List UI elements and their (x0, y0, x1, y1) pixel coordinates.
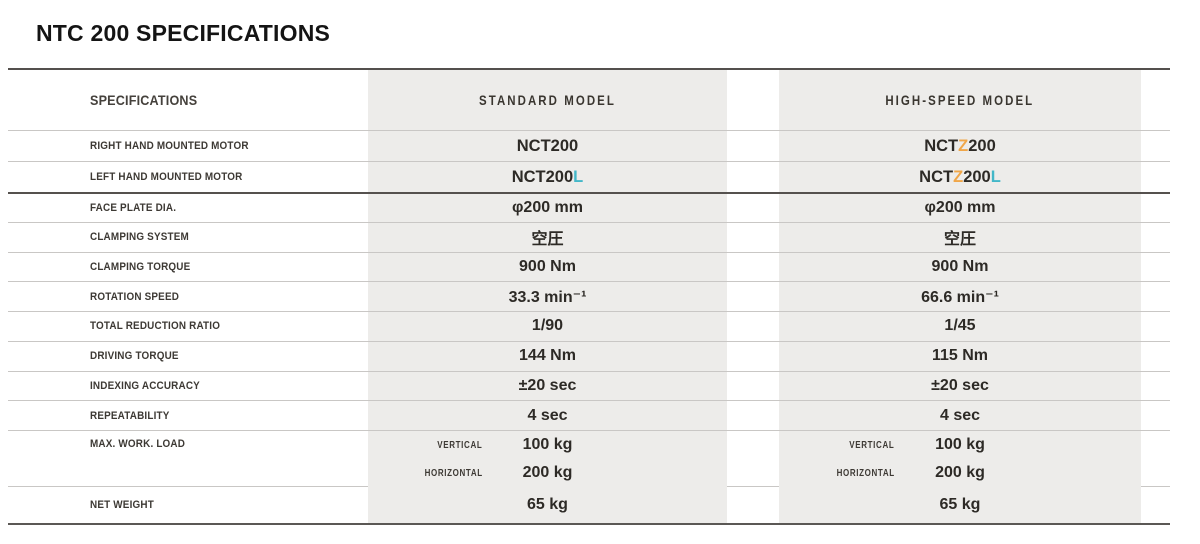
column-gap (727, 253, 779, 282)
right-margin (1141, 194, 1170, 222)
column-gap (727, 194, 779, 222)
table-row-repeatability: REPEATABILITY 4 sec 4 sec (8, 400, 1170, 430)
horizontal-label: HORIZONTAL (836, 467, 895, 479)
standard-value-cell: VERTICAL 100 kg HORIZONTAL 200 kg (368, 431, 727, 487)
vertical-value: 100 kg (935, 436, 985, 453)
row-label: INDEXING ACCURACY (90, 379, 200, 392)
standard-value-cell: 4 sec (368, 401, 727, 430)
row-label: ROTATION SPEED (90, 290, 180, 303)
right-margin (1141, 162, 1170, 192)
standard-value-cell: 65 kg (368, 487, 727, 523)
header-specifications-label: SPECIFICATIONS (90, 92, 198, 108)
row-label: REPEATABILITY (90, 409, 170, 422)
right-margin (1141, 372, 1170, 401)
horizontal-label: HORIZONTAL (424, 467, 483, 479)
right-margin (1141, 223, 1170, 252)
right-margin (1141, 131, 1170, 161)
row-label: MAX. WORK. LOAD (90, 438, 186, 450)
row-label: CLAMPING SYSTEM (90, 231, 189, 244)
column-gap (727, 372, 779, 401)
vertical-label: VERTICAL (437, 439, 483, 451)
model-name: NCTZ200L (919, 167, 1001, 186)
column-gap (727, 312, 779, 341)
right-margin (1141, 342, 1170, 371)
table-row-face-plate-dia: FACE PLATE DIA. φ200 mm φ200 mm (8, 192, 1170, 222)
standard-value-cell: 900 Nm (368, 252, 727, 282)
table-row-indexing-accuracy: INDEXING ACCURACY ±20 sec ±20 sec (8, 370, 1170, 401)
high-speed-value-cell: 4 sec (779, 401, 1141, 430)
right-margin (1141, 70, 1170, 130)
row-label: CLAMPING TORQUE (90, 260, 191, 273)
table-row-max-work-load: MAX. WORK. LOAD VERTICAL 100 kg HORIZONT… (8, 430, 1170, 487)
row-label: DRIVING TORQUE (90, 350, 179, 363)
row-label: NET WEIGHT (90, 499, 154, 511)
right-margin (1141, 487, 1170, 523)
high-speed-value-cell: 1/45 (779, 312, 1141, 341)
standard-value-cell: 空圧 (368, 222, 727, 252)
table-row-net-weight: NET WEIGHT 65 kg 65 kg (8, 486, 1170, 523)
high-speed-value-cell: NCTZ200L (779, 162, 1141, 192)
column-gap (727, 70, 779, 130)
horizontal-value: 200 kg (935, 464, 985, 481)
row-label: RIGHT HAND MOUNTED MOTOR (90, 140, 249, 152)
header-standard-model: STANDARD MODEL (368, 70, 727, 130)
right-margin (1141, 282, 1170, 311)
header-high-speed-model: HIGH-SPEED MODEL (779, 70, 1141, 130)
column-gap (727, 162, 779, 192)
spec-table: SPECIFICATIONS STANDARD MODEL HIGH-SPEED… (8, 68, 1170, 525)
row-label: TOTAL REDUCTION RATIO (90, 320, 221, 333)
high-speed-value-cell: 65 kg (779, 487, 1141, 523)
standard-value-cell: ±20 sec (368, 371, 727, 401)
standard-value-cell: 1/90 (368, 312, 727, 341)
row-label: LEFT HAND MOUNTED MOTOR (90, 171, 243, 183)
high-speed-value-cell: NCTNCTZ200 (779, 131, 1141, 161)
table-row-left-hand-motor: LEFT HAND MOUNTED MOTOR NCT200L NCTZ200L (8, 161, 1170, 192)
horizontal-value: 200 kg (522, 464, 573, 481)
high-speed-value-cell: 900 Nm (779, 252, 1141, 282)
model-name: NCTNCTZ200 (924, 136, 996, 155)
vertical-value: 100 kg (522, 436, 573, 453)
right-margin (1141, 431, 1170, 487)
standard-value-cell: 33.3 min⁻¹ (368, 282, 727, 311)
vertical-label: VERTICAL (849, 439, 895, 451)
column-gap (727, 223, 779, 252)
right-margin (1141, 253, 1170, 282)
model-name: NCT200L (511, 167, 584, 186)
high-speed-value-cell: 空圧 (779, 222, 1141, 252)
standard-value-cell: NCT200L (368, 162, 727, 192)
high-speed-value-cell: 66.6 min⁻¹ (779, 282, 1141, 311)
right-margin (1141, 312, 1170, 341)
table-row-total-reduction-ratio: TOTAL REDUCTION RATIO 1/90 1/45 (8, 311, 1170, 341)
high-speed-value-cell: ±20 sec (779, 371, 1141, 401)
column-gap (727, 487, 779, 523)
table-row-rotation-speed: ROTATION SPEED 33.3 min⁻¹ 66.6 min⁻¹ (8, 281, 1170, 311)
table-row-clamping-system: CLAMPING SYSTEM 空圧 空圧 (8, 221, 1170, 252)
column-gap (727, 401, 779, 430)
model-name: NCT200 (516, 136, 579, 155)
standard-value-cell: NCT200 (368, 131, 727, 161)
high-speed-value-cell: VERTICAL 100 kg HORIZONTAL 200 kg (779, 431, 1141, 487)
table-row-clamping-torque: CLAMPING TORQUE 900 Nm 900 Nm (8, 251, 1170, 282)
standard-value-cell: 144 Nm (368, 341, 727, 371)
row-label: FACE PLATE DIA. (90, 201, 177, 214)
column-gap (727, 131, 779, 161)
right-margin (1141, 401, 1170, 430)
column-gap (727, 282, 779, 311)
table-row-driving-torque: DRIVING TORQUE 144 Nm 115 Nm (8, 340, 1170, 371)
high-speed-value-cell: 115 Nm (779, 341, 1141, 371)
standard-value-cell: φ200 mm (368, 194, 727, 222)
page-title: NTC 200 SPECIFICATIONS (36, 20, 331, 46)
table-row-right-hand-motor: RIGHT HAND MOUNTED MOTOR NCT200 NCTNCTZ2… (8, 130, 1170, 161)
column-gap (727, 342, 779, 371)
high-speed-value-cell: φ200 mm (779, 194, 1141, 222)
column-gap (727, 431, 779, 487)
header-row: SPECIFICATIONS STANDARD MODEL HIGH-SPEED… (8, 70, 1170, 130)
